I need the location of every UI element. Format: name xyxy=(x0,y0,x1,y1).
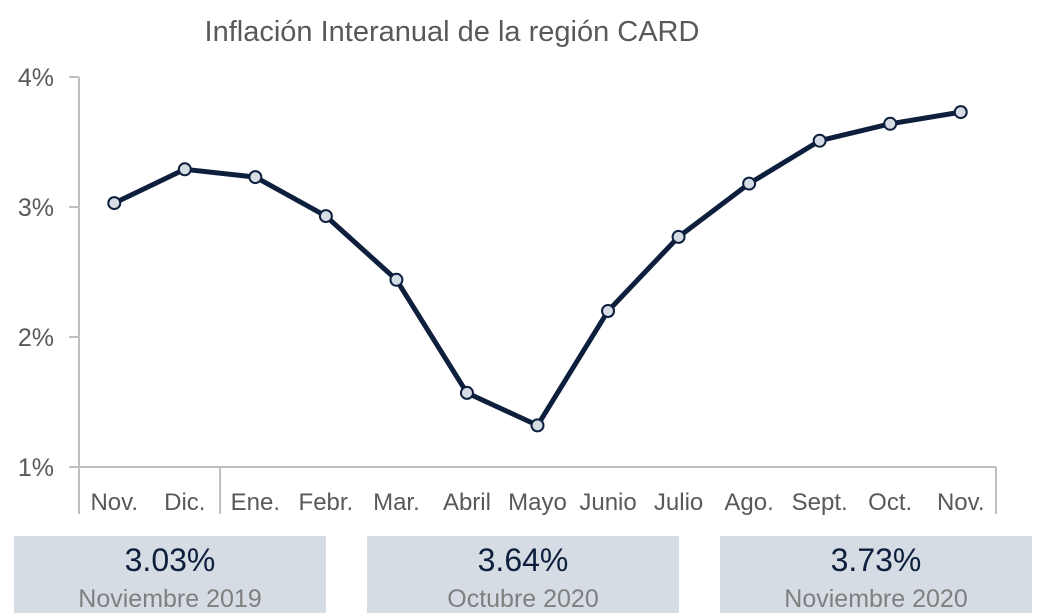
data-point xyxy=(248,170,263,185)
x-tick-label: Ago. xyxy=(724,489,773,516)
y-tick-label: 2% xyxy=(18,324,54,352)
inflation-line-chart: Inflación Interanual de la región CARD 1… xyxy=(18,16,997,516)
x-tick-label: Julio xyxy=(654,489,703,516)
data-point xyxy=(459,385,474,400)
x-tick-label: Dic. xyxy=(164,489,205,516)
data-point xyxy=(812,133,827,148)
x-tick-label: Mar. xyxy=(373,489,420,516)
x-tick-label: Oct. xyxy=(868,489,912,516)
data-point xyxy=(530,418,545,433)
stat-card-value: 3.73% xyxy=(830,542,922,578)
y-tick-label: 3% xyxy=(18,194,54,222)
data-point xyxy=(953,105,968,120)
x-tick-label: Nov. xyxy=(937,489,985,516)
data-point xyxy=(883,116,898,131)
stat-card-oct-2020: 3.64% Octubre 2020 xyxy=(367,536,679,613)
data-point xyxy=(742,176,757,191)
x-tick-label: Febr. xyxy=(299,489,354,516)
x-tick-label: Abril xyxy=(443,489,491,516)
data-point xyxy=(107,196,122,211)
stat-card-nov-2019: 3.03% Noviembre 2019 xyxy=(14,536,326,613)
series-line xyxy=(113,109,962,428)
x-tick-label: Nov. xyxy=(90,489,138,516)
series-group xyxy=(107,105,968,433)
stat-card-label: Noviembre 2019 xyxy=(78,585,262,613)
stat-card-label: Noviembre 2020 xyxy=(784,585,968,613)
x-tick-label: Mayo xyxy=(508,489,567,516)
stat-card-value: 3.03% xyxy=(124,542,216,578)
y-tick-label: 4% xyxy=(18,64,54,92)
stat-card-value: 3.64% xyxy=(477,542,569,578)
y-axis: 1% 2% 3% 4% xyxy=(18,64,80,482)
chart-title: Inflación Interanual de la región CARD xyxy=(205,16,700,48)
x-tick-label: Ene. xyxy=(231,489,280,516)
stat-card-nov-2020: 3.73% Noviembre 2020 xyxy=(720,536,1032,613)
x-tick-label: Junio xyxy=(579,489,636,516)
data-point xyxy=(389,272,404,287)
x-tick-label: Sept. xyxy=(792,489,848,516)
y-tick-label: 1% xyxy=(18,454,54,482)
data-point xyxy=(671,229,686,244)
data-point xyxy=(177,162,192,177)
data-point xyxy=(601,304,616,318)
data-point xyxy=(318,209,333,224)
x-axis: Nov. Dic. Ene. Febr. Mar. Abril Mayo Junio Julio… xyxy=(78,466,997,516)
stat-card-label: Octubre 2020 xyxy=(447,585,599,613)
